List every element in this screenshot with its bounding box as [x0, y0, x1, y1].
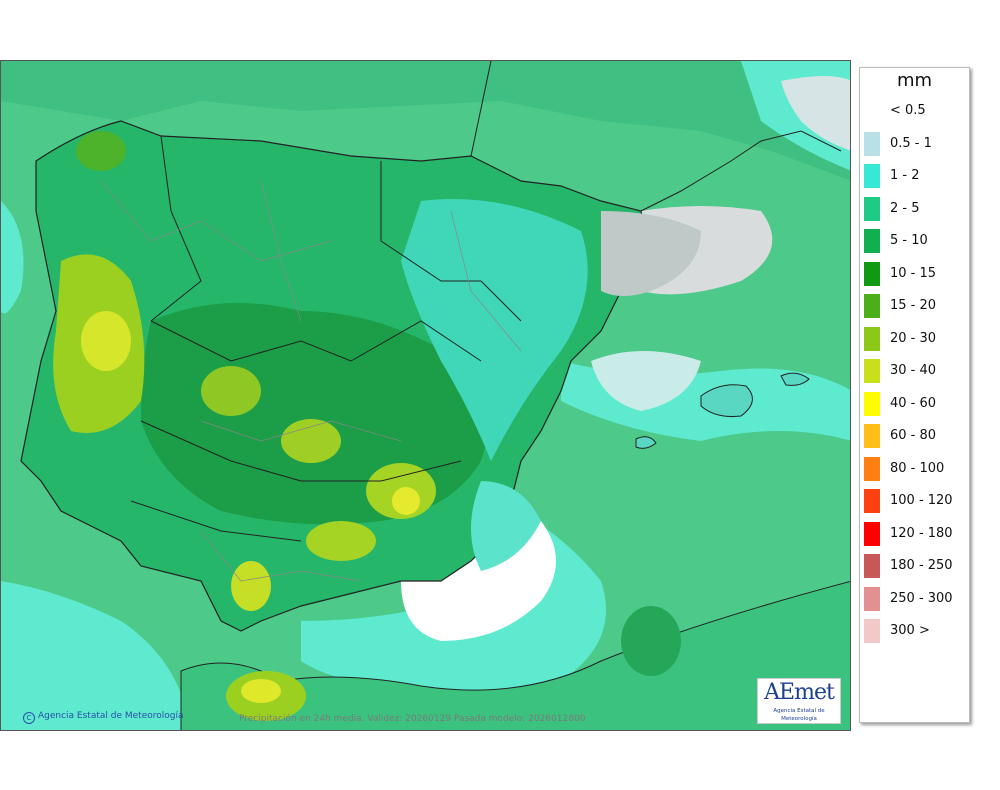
french-mediterranean-coast — [640, 130, 842, 212]
legend-item: 60 - 80 — [864, 424, 968, 448]
legend-item: 30 - 40 — [864, 359, 968, 383]
dry-field-northeast — [781, 76, 850, 151]
bay-of-biscay-field — [1, 61, 850, 181]
legend-label: 30 - 40 — [890, 363, 937, 378]
legend-swatch — [864, 229, 880, 253]
precip-max-castilla — [281, 419, 341, 463]
legend-swatch — [864, 619, 880, 643]
legend-item: < 0.5 — [864, 99, 968, 123]
legend-swatch — [864, 164, 880, 188]
legend-item: 20 - 30 — [864, 326, 968, 351]
legend-label: 60 - 80 — [890, 428, 937, 443]
pyrenees-dry-relief — [601, 211, 701, 296]
legend-swatch — [864, 456, 880, 481]
copyright-icon: C — [23, 712, 35, 724]
legend-swatch — [864, 99, 880, 123]
precip-max-extremadura — [201, 366, 261, 416]
legend-swatch — [864, 196, 880, 221]
legend-item: 180 - 250 — [864, 554, 968, 578]
legend-swatch — [864, 294, 880, 318]
legend-item: 40 - 60 — [864, 391, 968, 416]
agency-credit: C Agencia Estatal de Meteorología — [23, 711, 184, 724]
aemet-logo: AEmet Agencia Estatal de Meteorología — [757, 678, 841, 724]
southwest-cyan-field — [1, 581, 191, 730]
legend-swatch — [864, 359, 880, 383]
legend-swatch — [864, 261, 880, 286]
legend-item: 1 - 2 — [864, 164, 968, 188]
legend-label: 100 - 120 — [890, 493, 953, 508]
legend-item: 80 - 100 — [864, 456, 968, 481]
agency-credit-text: Agencia Estatal de Meteorología — [38, 711, 184, 721]
legend-label: 80 - 100 — [890, 460, 945, 476]
legend-item: 15 - 20 — [864, 294, 968, 318]
legend-unit: mm — [896, 70, 933, 91]
legend-item: 120 - 180 — [864, 521, 968, 546]
aemet-logo-mark: AEmet — [764, 680, 835, 705]
france-spain-coast — [470, 61, 492, 157]
legend-item: 10 - 15 — [864, 261, 968, 286]
legend-label: 2 - 5 — [890, 200, 920, 216]
precip-peak-portugal — [81, 311, 131, 371]
legend-swatch — [864, 521, 880, 546]
legend-label: 180 - 250 — [890, 558, 953, 573]
precip-peak-morocco — [241, 679, 281, 703]
legend-label: 0.5 - 1 — [890, 135, 932, 151]
precip-max-andalusia — [306, 521, 376, 561]
legend-label: < 0.5 — [890, 103, 926, 118]
legend-label: 40 - 60 — [890, 395, 937, 411]
legend-label: 20 - 30 — [890, 330, 937, 346]
legend-item: 250 - 300 — [864, 586, 968, 611]
province-borders — [100, 180, 522, 582]
legend-item: 100 - 120 — [864, 489, 968, 513]
legend-swatch — [864, 554, 880, 578]
legend-label: 300 > — [890, 623, 930, 638]
legend-label: 10 - 15 — [890, 265, 937, 281]
precip-max-galicia — [76, 131, 126, 171]
menorca-island — [780, 372, 810, 386]
legend-swatch — [864, 131, 880, 156]
region-borders — [130, 135, 522, 542]
map-canvas — [1, 61, 850, 730]
precipitation-legend: mm < 0.5 0.5 - 1 1 - 2 2 - 5 5 - 10 10 - 15 15… — [859, 67, 970, 723]
pale-field-valencia-sea — [591, 351, 701, 411]
legend-swatch — [864, 424, 880, 448]
validity-footer: Precipitación en 24h media. Validez: 202… — [239, 714, 586, 724]
legend-item: 300 > — [864, 619, 968, 643]
legend-item: 0.5 - 1 — [864, 131, 968, 156]
mallorca-island — [700, 384, 753, 417]
legend-swatch — [864, 391, 880, 416]
legend-label: 250 - 300 — [890, 590, 953, 606]
precip-peak-andalusia-east — [392, 487, 420, 515]
legend-swatch — [864, 586, 880, 611]
legend-item: 2 - 5 — [864, 196, 968, 221]
precip-max-malaga — [231, 561, 271, 611]
precip-max-algeria — [621, 606, 681, 676]
southeast-light-field — [471, 481, 541, 571]
ebro-valley-light-field — [401, 199, 588, 461]
legend-label: 1 - 2 — [890, 168, 920, 183]
legend-label: 15 - 20 — [890, 298, 937, 313]
legend-swatch — [864, 489, 880, 513]
legend-item: 5 - 10 — [864, 229, 968, 253]
legend-label: 5 - 10 — [890, 233, 928, 248]
aemet-logo-subtitle: Agencia Estatal de Meteorología — [773, 708, 825, 722]
atlantic-cyan-field — [1, 201, 24, 314]
ibiza-island — [635, 436, 657, 449]
legend-label: 120 - 180 — [890, 525, 953, 541]
legend-swatch — [864, 326, 880, 351]
precipitation-map: C Agencia Estatal de Meteorología Precipi… — [0, 60, 851, 731]
